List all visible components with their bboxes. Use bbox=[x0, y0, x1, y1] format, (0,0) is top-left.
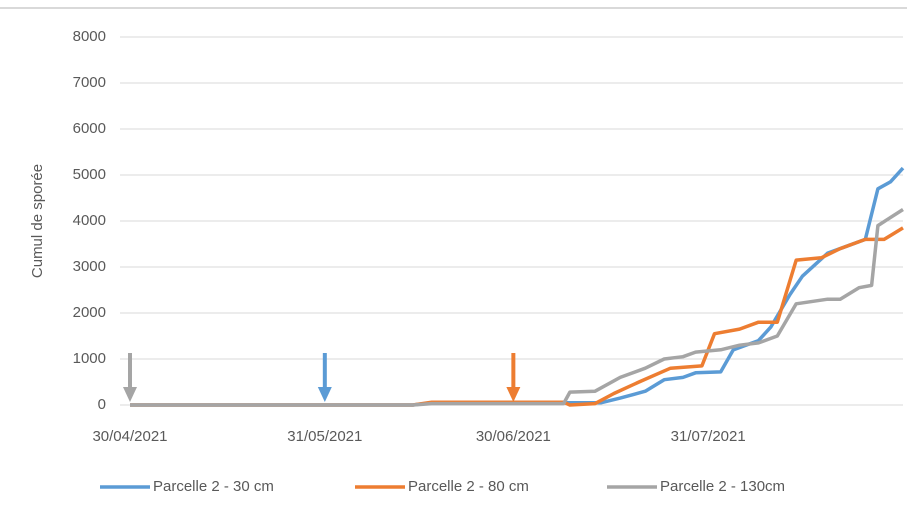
y-tick-label: 8000 bbox=[73, 28, 106, 45]
arrow-head bbox=[317, 387, 332, 402]
x-tick-label: 30/04/2021 bbox=[92, 428, 167, 445]
y-tick-label: 0 bbox=[98, 396, 106, 413]
x-tick-label: 31/05/2021 bbox=[287, 428, 362, 445]
y-tick-label: 1000 bbox=[73, 350, 106, 367]
arrow-head bbox=[123, 387, 137, 402]
y-tick-label: 7000 bbox=[73, 74, 106, 91]
y-tick-label: 6000 bbox=[73, 120, 106, 137]
y-tick-label: 3000 bbox=[73, 258, 106, 275]
legend-label: Parcelle 2 - 30 cm bbox=[153, 478, 274, 495]
x-tick-label: 31/07/2021 bbox=[671, 428, 746, 445]
arrow-head bbox=[506, 387, 521, 402]
legend-label: Parcelle 2 - 130cm bbox=[660, 478, 785, 495]
legend-label: Parcelle 2 - 80 cm bbox=[408, 478, 529, 495]
y-tick-label: 2000 bbox=[73, 304, 106, 321]
y-tick-label: 5000 bbox=[73, 166, 106, 183]
y-axis-label: Cumul de sporée bbox=[29, 164, 46, 278]
series-line bbox=[130, 208, 904, 407]
y-tick-label: 4000 bbox=[73, 212, 106, 229]
x-tick-label: 30/06/2021 bbox=[476, 428, 551, 445]
